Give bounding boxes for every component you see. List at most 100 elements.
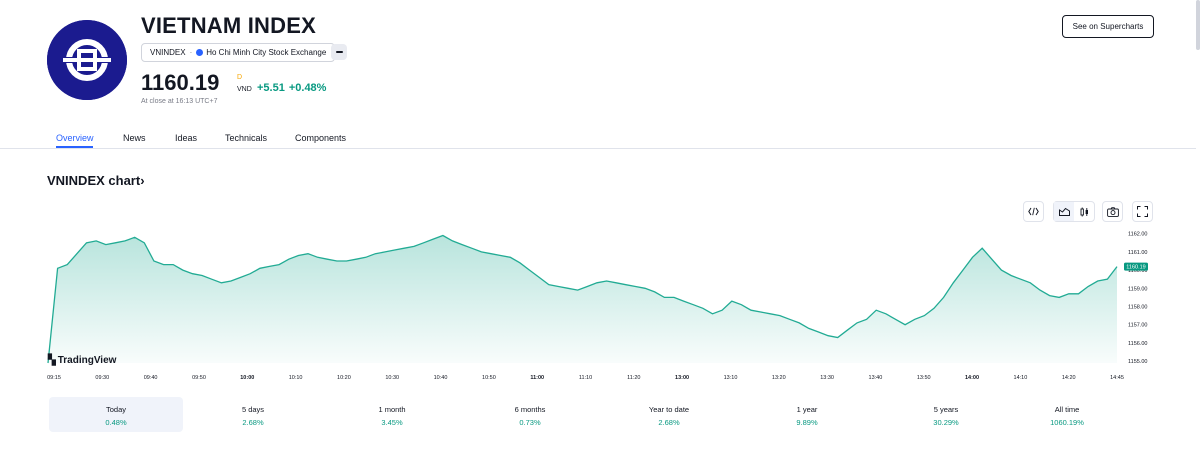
snapshot-button[interactable]	[1102, 201, 1123, 222]
candlestick-icon	[1080, 207, 1088, 216]
period-today[interactable]: Today 0.48%	[49, 397, 183, 432]
chevron-right-icon: ›	[140, 173, 145, 188]
more-button[interactable]	[331, 44, 347, 60]
y-tick-label: 1155.00	[1128, 359, 1147, 365]
x-tick-label: 10:20	[337, 375, 351, 381]
chart-title-link[interactable]: VNINDEX chart›	[47, 173, 145, 188]
x-tick-label: 13:50	[917, 375, 931, 381]
last-price: 1160.19	[141, 70, 220, 95]
y-tick-label: 1158.00	[1128, 305, 1147, 311]
y-tick-label: 1162.00	[1128, 232, 1147, 238]
tab-overview[interactable]: Overview	[56, 133, 94, 143]
last-value-text: 1160.19	[1126, 265, 1145, 271]
tab-ideas[interactable]: Ideas	[175, 133, 198, 143]
y-tick-label: 1160.00	[1128, 268, 1147, 274]
close-time-note: At close at 16:13 UTC+7	[141, 98, 218, 105]
x-tick-label: 13:10	[724, 375, 738, 381]
period-1-month[interactable]: 1 month 3.45%	[325, 397, 459, 432]
fullscreen-button[interactable]	[1132, 201, 1153, 222]
x-tick-label: 11:20	[627, 375, 640, 381]
x-tick-label: 14:00	[965, 375, 979, 381]
period-value: 0.48%	[105, 418, 127, 427]
separator: ·	[189, 48, 193, 57]
chart-style-toggle	[1053, 201, 1095, 222]
vnindex-logo-icon	[47, 20, 127, 100]
period-label: Today	[105, 405, 126, 414]
period-label: Year to date	[648, 405, 690, 414]
period-selector: Today 0.48% 5 days 2.68% 1 month 3.45% 6…	[49, 397, 1134, 432]
period-label: 6 months	[514, 405, 546, 414]
symbol-label: VNINDEX	[150, 48, 186, 57]
chart-title-label: VNINDEX chart	[47, 173, 141, 188]
tab-bar: Overview News Ideas Technicals Component…	[0, 128, 1196, 149]
chart-area-fill	[48, 235, 1117, 363]
period-1-year[interactable]: 1 year 9.89%	[740, 397, 874, 432]
last-value-badge	[1124, 262, 1148, 271]
chart-price-line	[47, 234, 1118, 364]
period-value: 30.29%	[933, 418, 959, 427]
period-value: 2.68%	[658, 418, 680, 427]
x-axis: 09:15 09:30 09:40 09:50 10:00 10:10 10:20 10:30…	[47, 375, 1124, 381]
tradingview-label: TradingView	[57, 355, 117, 366]
x-tick-label: 13:20	[772, 375, 786, 381]
period-label: 1 month	[378, 405, 406, 414]
x-tick-label: 09:50	[192, 375, 206, 381]
tradingview-logo-icon: ▚	[48, 355, 56, 366]
x-tick-label: 10:30	[385, 375, 399, 381]
fullscreen-icon	[1137, 206, 1148, 217]
line-chart-icon	[1058, 207, 1070, 216]
change-percent: +0.48%	[288, 82, 327, 94]
period-6-months[interactable]: 6 months 0.73%	[463, 397, 597, 432]
x-tick-label: 10:10	[289, 375, 303, 381]
period-all-time[interactable]: All time 1060.19%	[1000, 397, 1134, 432]
page-title: VIETNAM INDEX	[141, 13, 316, 38]
x-tick-label: 09:15	[47, 375, 61, 381]
x-tick-label: 10:50	[482, 375, 496, 381]
period-value: 0.73%	[519, 418, 541, 427]
x-tick-label: 14:45	[1110, 375, 1124, 381]
page-scrollbar[interactable]	[1196, 0, 1200, 50]
y-tick-label: 1157.00	[1128, 323, 1147, 329]
exchange-label: Ho Chi Minh City Stock Exchange	[206, 48, 327, 57]
price-status-marker: D	[237, 74, 243, 81]
period-label: 5 years	[933, 405, 959, 414]
globe-icon	[196, 49, 204, 56]
period-year-to-date[interactable]: Year to date 2.68%	[602, 397, 736, 432]
price-chart[interactable]: 1162.00 1161.00 1160.00 1159.00 1158.00 1157.…	[0, 225, 1160, 385]
line-chart-button[interactable]	[1054, 202, 1074, 221]
minus-icon	[335, 51, 343, 53]
x-tick-label: 09:40	[144, 375, 158, 381]
x-tick-label: 14:10	[1014, 375, 1028, 381]
camera-icon	[1106, 206, 1119, 217]
x-tick-label: 13:30	[820, 375, 834, 381]
see-on-supercharts-button[interactable]: See on Supercharts	[1062, 15, 1154, 38]
y-tick-label: 1159.00	[1128, 286, 1147, 292]
currency-label: VND	[237, 86, 252, 93]
x-tick-label: 10:40	[434, 375, 448, 381]
y-tick-label: 1161.00	[1128, 250, 1147, 256]
x-tick-label: 10:00	[240, 375, 254, 381]
period-label: All time	[1054, 405, 1080, 414]
period-5-days[interactable]: 5 days 2.68%	[186, 397, 320, 432]
y-axis: 1162.00 1161.00 1160.00 1159.00 1158.00 1157.…	[1128, 232, 1147, 366]
tab-news[interactable]: News	[123, 133, 146, 143]
period-label: 5 days	[241, 405, 265, 414]
period-value: 1060.19%	[1050, 418, 1084, 427]
period-value: 3.45%	[381, 418, 403, 427]
tradingview-watermark[interactable]: ▚ TradingView	[48, 355, 116, 366]
embed-code-button[interactable]	[1023, 201, 1044, 222]
period-value: 9.89%	[796, 418, 818, 427]
period-value: 2.68%	[242, 418, 264, 427]
x-tick-label: 13:00	[675, 375, 689, 381]
embed-code-icon	[1028, 207, 1039, 216]
symbol-exchange-pill[interactable]: VNINDEX · Ho Chi Minh City Stock Exchang…	[141, 43, 336, 62]
candlestick-button[interactable]	[1074, 202, 1094, 221]
tab-components[interactable]: Components	[295, 133, 347, 143]
price-change: +5.51 +0.48%	[257, 82, 326, 94]
period-5-years[interactable]: 5 years 30.29%	[879, 397, 1013, 432]
y-tick-label: 1156.00	[1128, 341, 1147, 347]
x-tick-label: 11:00	[530, 375, 544, 381]
x-tick-label: 14:20	[1062, 375, 1076, 381]
tab-technicals[interactable]: Technicals	[225, 133, 268, 143]
last-value-marker: 1160.19	[1124, 262, 1148, 271]
